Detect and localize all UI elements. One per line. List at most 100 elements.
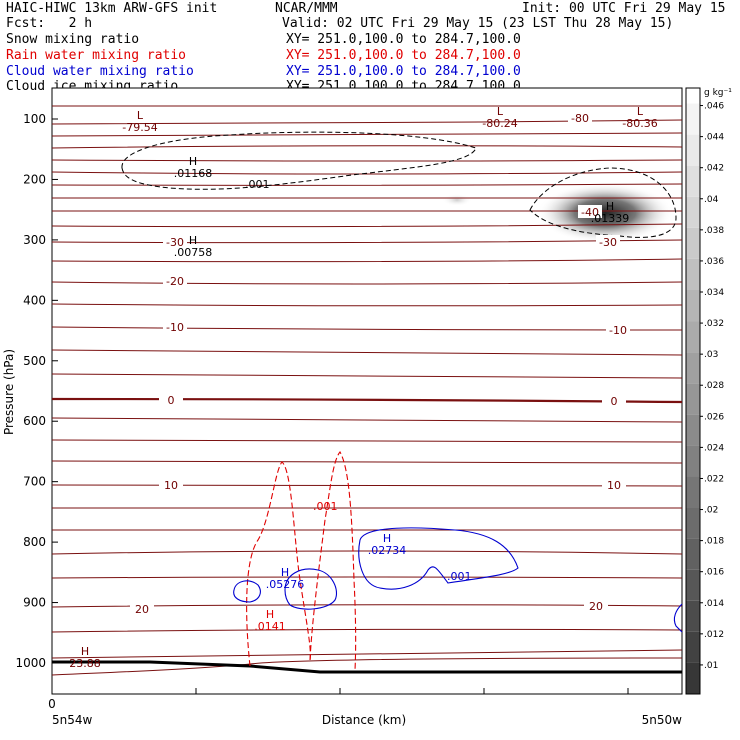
extremum-marker: H bbox=[189, 155, 197, 168]
extremum-value: .01168 bbox=[174, 167, 213, 180]
colorbar-tick-label: .024 bbox=[704, 443, 724, 453]
cloud-water-contour bbox=[358, 527, 519, 590]
extremum-marker: L bbox=[497, 105, 504, 118]
extremum-marker: H bbox=[266, 608, 274, 621]
y-tick-label: 600 bbox=[23, 414, 46, 428]
isotherm-line bbox=[51, 349, 683, 356]
isotherm-label: -10 bbox=[166, 321, 184, 334]
rain-contours bbox=[246, 451, 357, 671]
x-tick-zero: 0 bbox=[48, 697, 56, 711]
forecast-hour: Fcst: 2 h bbox=[6, 16, 93, 31]
extremum-value: .01339 bbox=[591, 212, 630, 225]
cloud-water-contour bbox=[284, 568, 337, 610]
y-axis-label: Pressure (hPa) bbox=[2, 349, 16, 435]
colorbar-tick-label: .016 bbox=[704, 568, 724, 578]
colorbar-swatch bbox=[686, 103, 700, 135]
y-tick-label: 700 bbox=[23, 475, 46, 489]
colorbar-swatch bbox=[686, 600, 700, 632]
colorbar-tick-label: .02 bbox=[704, 506, 718, 516]
isotherm-line bbox=[51, 657, 683, 676]
colorbar-swatch bbox=[686, 631, 700, 663]
colorbar-swatch bbox=[686, 258, 700, 290]
colorbar-swatch bbox=[686, 227, 700, 259]
colorbar-swatch bbox=[686, 165, 700, 197]
field-snow-xy: XY= 251.0,100.0 to 284.7,100.0 bbox=[286, 32, 521, 47]
extremum-marker: H bbox=[606, 200, 614, 213]
extremum-marker: H bbox=[383, 532, 391, 545]
colorbar-swatch bbox=[686, 507, 700, 539]
isotherm-line bbox=[51, 159, 683, 162]
colorbar-tick-label: .028 bbox=[704, 381, 724, 391]
extremum-value: -79.54 bbox=[122, 121, 157, 134]
colorbar-swatch bbox=[686, 383, 700, 415]
x-end-label: 5n50w bbox=[642, 713, 683, 727]
isotherm-label-bg bbox=[584, 599, 608, 612]
field-snow: Snow mixing ratio bbox=[6, 32, 140, 47]
colorbar-swatch bbox=[686, 352, 700, 384]
colorbar-tick-label: .018 bbox=[704, 537, 724, 547]
isotherm-label: 10 bbox=[607, 479, 621, 492]
colorbar-unit: g kg⁻¹ bbox=[704, 88, 732, 98]
temperature-contours bbox=[51, 105, 683, 676]
extremum-marker: L bbox=[137, 109, 144, 122]
extremum-value: 23.88 bbox=[69, 657, 101, 670]
extremum-value: .02734 bbox=[368, 544, 407, 557]
isotherm-line bbox=[51, 303, 683, 307]
isotherm-label-bg bbox=[568, 111, 592, 124]
isotherm-line bbox=[51, 119, 683, 125]
isotherm-line bbox=[51, 281, 683, 285]
extremum-value: .05276 bbox=[266, 578, 305, 591]
colorbar-tick-label: .038 bbox=[704, 226, 724, 236]
colorbar-swatch bbox=[686, 476, 700, 508]
colorbar: .01 .012 .014 .016 .018 .02 .022 .024 .026 .028 .0… bbox=[685, 72, 724, 695]
colorbar-tick-label: .042 bbox=[704, 164, 724, 174]
extremum-value: .00758 bbox=[174, 246, 213, 259]
colorbar-swatch bbox=[686, 445, 700, 477]
isotherm-line bbox=[51, 484, 683, 487]
colorbar-frame bbox=[685, 87, 701, 695]
isotherm-label: 0 bbox=[168, 394, 175, 407]
isotherm-label-bg bbox=[159, 478, 183, 491]
isotherm-line bbox=[51, 239, 683, 244]
y-tick-label: 100 bbox=[23, 112, 46, 126]
contour-labels: -80 -30 -30 -20 -10 -10 0 0 10 10 20 20 -40 .001 .001.… bbox=[130, 111, 630, 616]
colorbar-swatch bbox=[686, 290, 700, 322]
colorbar-swatch bbox=[686, 569, 700, 601]
isotherm-line bbox=[51, 171, 683, 175]
cloud-water-contour-edge bbox=[673, 603, 683, 633]
rain-contour bbox=[309, 451, 357, 671]
x-axis-label: Distance (km) bbox=[322, 713, 406, 727]
field-rain-xy: XY= 251.0,100.0 to 284.7,100.0 bbox=[286, 48, 521, 63]
snow-contour-ice bbox=[529, 167, 677, 238]
isotherm-label: 20 bbox=[589, 600, 603, 613]
isotherm-zero bbox=[51, 397, 683, 404]
isotherm-line bbox=[51, 132, 683, 137]
extremum-value: -80.24 bbox=[482, 117, 517, 130]
extremum-marker: L bbox=[637, 105, 644, 118]
isotherm-label-bg bbox=[602, 478, 626, 491]
y-tick-label: 400 bbox=[23, 293, 46, 307]
colorbar-swatch bbox=[686, 538, 700, 570]
extrema-labels: L-79.54L-80.24L-80.36H.01168H.00758H.013… bbox=[69, 105, 657, 670]
colorbar-tick-label: .022 bbox=[704, 474, 724, 484]
colorbar-tick-label: .032 bbox=[704, 319, 724, 329]
isotherm-label: 10 bbox=[164, 479, 178, 492]
isotherm-label-bg bbox=[602, 394, 626, 407]
isotherm-line bbox=[51, 223, 683, 228]
isotherm-label: -40 bbox=[581, 206, 599, 219]
colorbar-tick-label: .03 bbox=[704, 350, 718, 360]
cloud-water-contour bbox=[233, 580, 261, 603]
isotherm-line bbox=[51, 576, 683, 579]
colorbar-tick-label: .026 bbox=[704, 412, 724, 422]
field-cloud-water: Cloud water mixing ratio bbox=[6, 64, 194, 79]
isotherm-label-bg bbox=[159, 393, 183, 406]
extremum-value: -80.36 bbox=[622, 117, 657, 130]
cloud-ice-shading-small bbox=[442, 194, 472, 206]
isotherm-label: -10 bbox=[609, 324, 627, 337]
field-cloud-water-xy: XY= 251.0,100.0 to 284.7,100.0 bbox=[286, 64, 521, 79]
isotherm-label-bg bbox=[163, 320, 187, 333]
colorbar-tick-label: .046 bbox=[704, 102, 724, 112]
x-start-label: 5n54w bbox=[52, 713, 93, 727]
rain-contour bbox=[246, 461, 311, 667]
